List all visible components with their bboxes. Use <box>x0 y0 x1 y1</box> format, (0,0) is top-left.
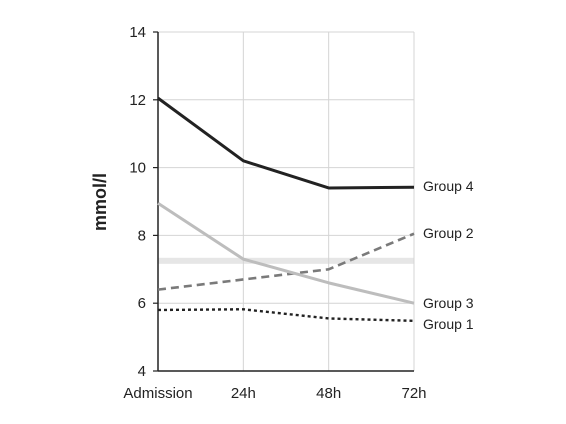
series-label-layer: Group 4 Group 2 Group 3 Group 1 <box>423 178 474 332</box>
y-tick-label: 10 <box>129 160 146 177</box>
series-line-group-2 <box>157 232 415 291</box>
series-label: Group 2 <box>423 225 474 241</box>
y-tick-label: 12 <box>129 92 146 109</box>
x-tick-label: Admission <box>123 385 192 402</box>
y-tick-label: 8 <box>138 227 146 244</box>
x-tick-label: 72h <box>401 385 426 402</box>
y-tick-label: 6 <box>138 295 146 312</box>
series-label: Group 1 <box>423 316 474 332</box>
series-line-group-4 <box>157 96 415 190</box>
x-tick-label: 48h <box>316 385 341 402</box>
y-tick-label: 4 <box>138 363 146 380</box>
series-label: Group 3 <box>423 295 474 311</box>
reference-band-layer <box>158 257 414 264</box>
series-line-group-1 <box>157 308 415 323</box>
grid-layer <box>158 31 415 371</box>
series-layer <box>157 96 415 323</box>
axes-layer <box>153 31 414 372</box>
x-tick-label: 24h <box>231 385 256 402</box>
series-label: Group 4 <box>423 178 474 194</box>
series-line-group-3 <box>157 201 415 305</box>
tick-label-layer: 4 6 8 10 12 14 Admission 24h 48h 72h <box>123 24 426 402</box>
y-tick-label: 14 <box>129 24 146 41</box>
reference-band <box>158 257 414 264</box>
y-axis-label: mmol/l <box>90 173 110 231</box>
